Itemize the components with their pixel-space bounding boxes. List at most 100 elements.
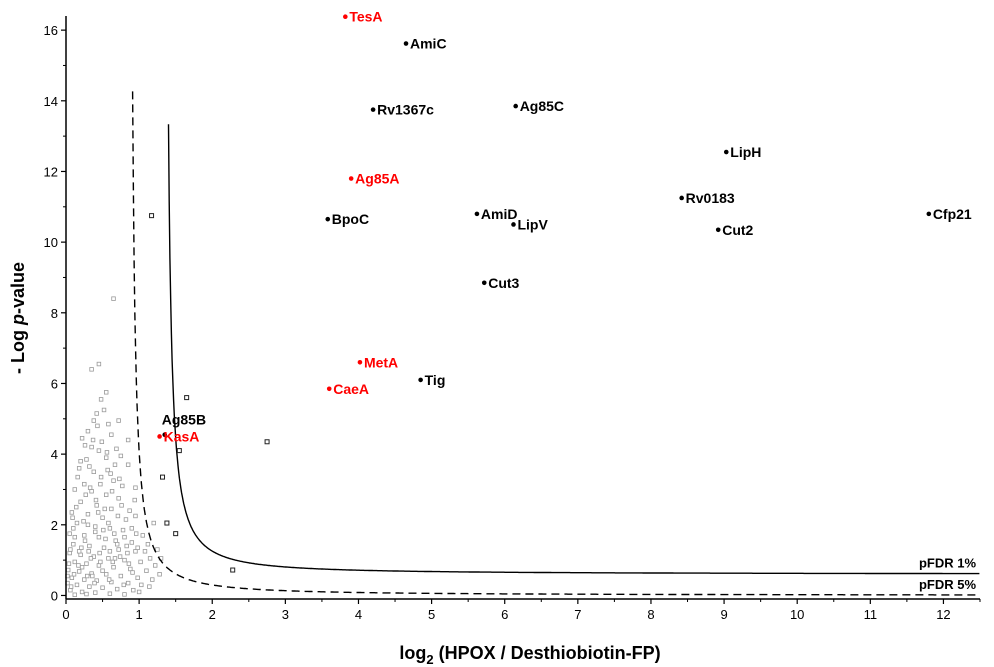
data-point: [79, 589, 85, 595]
data-point: [84, 561, 89, 566]
data-point: [101, 527, 106, 533]
data-point: [85, 428, 91, 434]
data-point: [89, 489, 94, 494]
data-point: [106, 520, 111, 526]
data-point: [109, 432, 114, 437]
data-point-bpoc: [325, 216, 331, 222]
data-point: [85, 512, 91, 517]
x-tick-label: 4: [355, 607, 362, 622]
point-label-cut3: Cut3: [488, 275, 519, 291]
data-point: [133, 531, 139, 536]
data-point: [104, 455, 109, 460]
data-point: [93, 497, 99, 503]
data-point: [115, 513, 121, 519]
data-point: [104, 492, 109, 497]
data-point: [133, 513, 138, 519]
point-label-cut2: Cut2: [722, 222, 753, 238]
data-point: [119, 503, 124, 508]
data-point: [118, 573, 124, 579]
x-axis-title-subscript: 2: [426, 652, 433, 667]
data-point: [76, 466, 82, 471]
data-point: [69, 575, 75, 580]
data-point: [104, 572, 109, 577]
data-point-rv0183: [679, 195, 684, 201]
data-point: [94, 503, 99, 508]
data-point-kasa: [157, 434, 162, 439]
point-label-lipv: LipV: [517, 216, 548, 232]
data-point: [116, 496, 121, 501]
data-point: [81, 519, 86, 524]
data-point: [109, 506, 114, 512]
data-point: [118, 453, 124, 459]
data-point: [72, 592, 77, 597]
point-label-amic: AmiC: [410, 36, 447, 52]
data-point: [122, 557, 127, 563]
data-point: [76, 563, 81, 568]
x-tick-label: 2: [209, 607, 216, 622]
data-point: [87, 543, 92, 549]
data-point: [106, 421, 111, 427]
data-point: [107, 591, 113, 596]
point-label-ag85b: Ag85B: [162, 412, 206, 428]
point-label-meta: MetA: [364, 354, 398, 370]
data-point: [87, 584, 92, 589]
x-tick-label: 7: [574, 607, 581, 622]
data-point: [65, 567, 71, 573]
y-tick-label: 8: [51, 306, 58, 321]
data-point: [114, 542, 120, 547]
data-point: [160, 474, 166, 480]
data-point: [82, 443, 88, 448]
data-point: [97, 550, 102, 556]
data-point: [78, 552, 83, 558]
data-point: [94, 411, 99, 416]
data-point: [104, 450, 110, 455]
data-point: [111, 478, 116, 483]
point-label-rv0183: Rv0183: [686, 190, 735, 206]
data-point: [68, 587, 73, 593]
data-point: [87, 464, 92, 469]
data-point: [93, 524, 98, 529]
data-point: [74, 504, 79, 510]
data-point: [71, 542, 76, 547]
data-point: [111, 565, 116, 570]
data-point: [82, 577, 87, 582]
data-point: [98, 474, 104, 480]
x-tick-label: 8: [647, 607, 654, 622]
data-point: [98, 559, 103, 565]
labeled-points: TesA AmiC Rv1367c Ag85C LipH Ag85A Rv0183 BpoC A…: [157, 9, 972, 444]
data-point: [70, 515, 75, 520]
x-axis-title-prefix: log: [399, 643, 426, 663]
data-point: [147, 556, 153, 561]
data-point: [74, 582, 80, 588]
data-point: [88, 556, 94, 561]
point-label-kasa: KasA: [164, 428, 200, 444]
data-point: [72, 559, 77, 565]
data-point: [145, 542, 151, 547]
data-point: [83, 492, 88, 497]
data-point: [117, 476, 122, 482]
data-point-ag85a: [348, 176, 354, 181]
data-point: [90, 573, 95, 579]
x-tick-label: 10: [790, 607, 804, 622]
data-point: [84, 457, 89, 462]
data-point: [128, 566, 133, 572]
point-label-rv1367c: Rv1367c: [377, 102, 434, 118]
data-point: [87, 485, 93, 490]
data-point: [120, 527, 126, 533]
point-label-tesa: TesA: [349, 9, 382, 25]
y-tick-label: 14: [44, 94, 58, 109]
x-axis-title: log2 (HPOX / Desthiobiotin-FP): [399, 643, 660, 667]
data-point: [78, 458, 83, 464]
data-point: [86, 549, 91, 554]
data-point: [110, 559, 115, 565]
data-point: [68, 547, 73, 552]
data-point: [102, 506, 107, 512]
data-point: [122, 534, 127, 540]
point-label-ag85a: Ag85A: [355, 171, 399, 187]
data-point: [71, 572, 77, 577]
threshold-curves: pFDR 1% pFDR 5%: [131, 91, 980, 596]
data-point: [68, 584, 74, 589]
data-point: [151, 520, 156, 526]
data-point: [71, 526, 76, 531]
